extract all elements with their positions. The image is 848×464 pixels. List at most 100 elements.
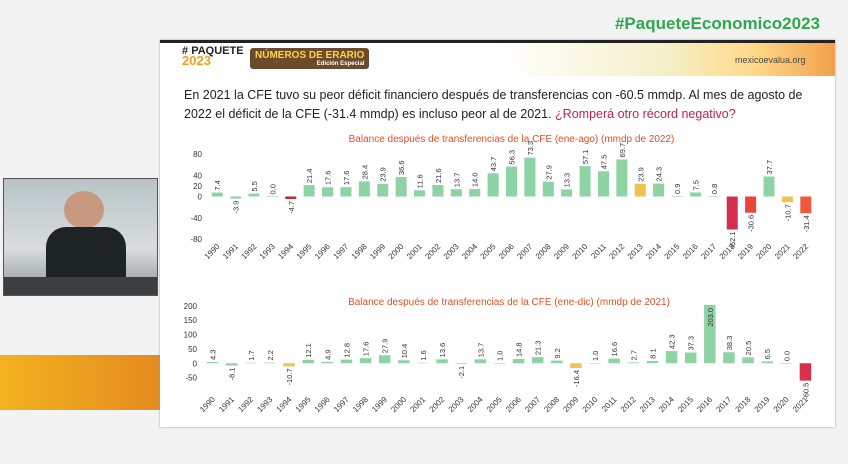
x-tick-label: 2005 — [485, 395, 504, 414]
bar — [474, 359, 487, 364]
x-tick-label: 1997 — [332, 395, 351, 414]
bar — [469, 189, 481, 197]
bar — [398, 360, 410, 364]
bar — [455, 363, 467, 364]
x-tick-label: 2008 — [542, 395, 561, 414]
chart-title: Balance después de transferencias de la … — [349, 134, 675, 145]
x-tick-label: 1990 — [198, 395, 217, 414]
bar — [671, 196, 683, 197]
bar — [285, 196, 297, 199]
value-label: 8.1 — [648, 348, 657, 358]
bar — [487, 173, 499, 197]
bar — [359, 358, 372, 364]
bar — [597, 171, 609, 197]
bar — [283, 363, 295, 367]
bar — [561, 189, 573, 197]
webcam — [3, 178, 158, 296]
value-label: 57.1 — [581, 150, 590, 165]
value-label: 9.2 — [553, 348, 562, 358]
x-tick-label: 2016 — [681, 242, 700, 261]
x-tick-label: 2006 — [504, 395, 523, 414]
y-tick-label: 100 — [184, 331, 198, 340]
x-tick-label: 2015 — [676, 395, 695, 414]
value-label: 0.8 — [710, 184, 719, 194]
x-tick-label: 2007 — [523, 395, 542, 414]
bar — [531, 357, 544, 364]
value-label: 14.0 — [471, 172, 480, 187]
value-label: -3.9 — [232, 201, 241, 214]
bar — [450, 189, 462, 197]
logo: # PAQUETE 2023 — [182, 46, 244, 68]
bar — [264, 362, 276, 364]
x-tick-label: 2005 — [479, 242, 498, 261]
x-tick-label: 2016 — [695, 395, 714, 414]
bar — [551, 360, 563, 364]
bar — [524, 157, 536, 197]
value-label: 12.8 — [342, 343, 351, 358]
y-tick-label: 200 — [184, 302, 198, 311]
x-tick-label: 1996 — [313, 242, 332, 261]
y-tick-label: 0 — [198, 193, 203, 202]
slide-text: En 2021 la CFE tuvo su peor déficit fina… — [184, 86, 814, 124]
series-edition: Edición Especial — [316, 61, 365, 67]
bar — [646, 360, 659, 364]
bar — [579, 166, 591, 197]
bar — [358, 181, 370, 197]
value-label: 69.7 — [618, 143, 627, 158]
value-label: 27.9 — [544, 165, 553, 180]
bar — [634, 183, 646, 197]
x-tick-label: 2013 — [626, 242, 645, 261]
x-tick-label: 2011 — [600, 395, 619, 414]
bar — [763, 176, 775, 197]
x-tick-label: 1991 — [221, 242, 240, 261]
value-label: 12.1 — [304, 343, 313, 358]
bar — [781, 196, 793, 203]
bar — [303, 185, 315, 197]
head — [64, 191, 104, 229]
x-tick-label: 1995 — [295, 242, 314, 261]
value-label: 2.7 — [629, 350, 638, 360]
bar — [206, 362, 219, 364]
value-label: 37.3 — [687, 336, 696, 351]
value-label: 43.7 — [489, 157, 498, 172]
y-tick-label: -80 — [190, 235, 202, 244]
value-label: 28.4 — [360, 165, 369, 180]
bar — [414, 190, 426, 197]
x-tick-label: 2012 — [619, 395, 638, 414]
value-label: 56.3 — [508, 150, 517, 165]
bar — [704, 304, 716, 364]
value-label: 21.6 — [434, 168, 443, 183]
x-tick-label: 2006 — [497, 242, 516, 261]
x-tick-label: 1993 — [258, 242, 277, 261]
value-label: 11.6 — [416, 174, 425, 188]
chart-title: Balance después de transferencias de la … — [348, 297, 670, 308]
value-label: 1.0 — [495, 351, 504, 361]
bar — [684, 352, 697, 364]
y-tick-label: 80 — [193, 150, 202, 159]
value-label: 21.3 — [534, 341, 543, 356]
bar — [378, 355, 391, 364]
bar — [321, 361, 334, 364]
value-label: 17.6 — [324, 171, 333, 186]
value-label: 1.0 — [591, 351, 600, 361]
y-tick-label: 150 — [184, 316, 198, 325]
bar — [570, 363, 582, 368]
bar — [542, 181, 554, 197]
question: ¿Romperá otro récord negativo? — [555, 107, 736, 121]
bar — [800, 196, 812, 214]
y-tick-label: 20 — [193, 182, 202, 191]
bar — [589, 362, 601, 364]
x-tick-label: 2004 — [460, 242, 479, 261]
value-label: 0.9 — [673, 184, 682, 194]
bar — [395, 177, 407, 197]
x-tick-label: 2002 — [428, 395, 447, 414]
value-label: 37.7 — [765, 160, 774, 175]
y-tick-label: -50 — [185, 374, 197, 383]
value-label: -60.5 — [801, 383, 810, 400]
bar — [245, 362, 257, 364]
bar — [627, 362, 640, 364]
x-tick-label: 2003 — [447, 395, 466, 414]
bar — [665, 351, 678, 364]
x-tick-label: 1998 — [351, 395, 370, 414]
series-name: NÚMEROS DE ERARIO — [255, 50, 365, 61]
